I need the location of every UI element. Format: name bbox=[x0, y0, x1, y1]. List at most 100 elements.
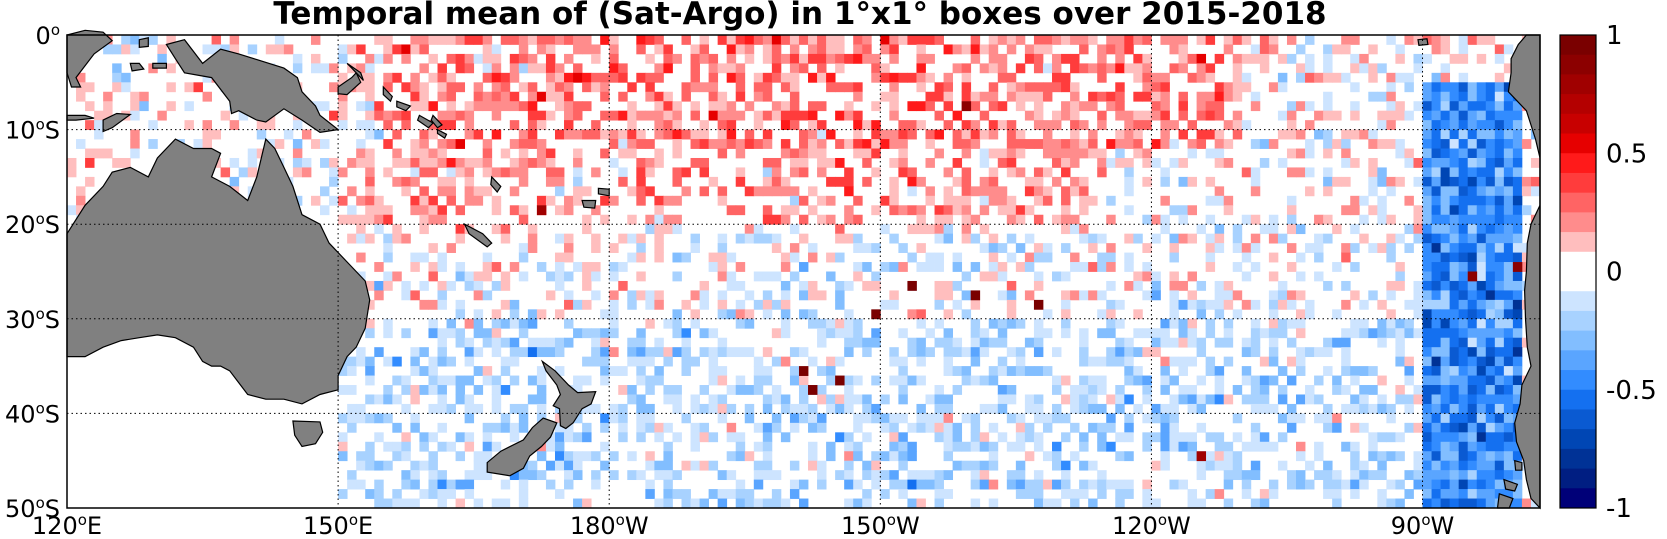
heatmap-cell bbox=[1160, 441, 1170, 452]
heatmap-cell bbox=[862, 337, 872, 348]
heatmap-cell bbox=[573, 385, 583, 395]
heatmap-cell bbox=[1079, 186, 1089, 197]
heatmap-cell bbox=[1368, 91, 1378, 102]
heatmap-cell bbox=[1386, 252, 1396, 263]
heatmap-cell bbox=[1323, 413, 1333, 424]
heatmap-cell bbox=[347, 479, 357, 490]
heatmap-cell bbox=[148, 35, 158, 45]
heatmap-cell bbox=[961, 176, 972, 187]
heatmap-cell bbox=[979, 148, 990, 159]
heatmap-cell bbox=[1440, 224, 1451, 235]
heatmap-cell bbox=[844, 451, 854, 462]
heatmap-cell bbox=[988, 271, 999, 282]
heatmap-cell bbox=[844, 214, 854, 225]
heatmap-cell bbox=[1368, 167, 1378, 178]
heatmap-cell bbox=[365, 441, 375, 452]
heatmap-cell bbox=[365, 280, 375, 291]
heatmap-cell bbox=[1178, 44, 1188, 55]
heatmap-cell bbox=[76, 205, 86, 216]
heatmap-cell bbox=[889, 233, 899, 244]
heatmap-cell bbox=[735, 347, 746, 358]
heatmap-cell bbox=[591, 347, 601, 358]
heatmap-cell bbox=[1268, 82, 1279, 93]
heatmap-cell bbox=[808, 186, 818, 197]
heatmap-cell bbox=[85, 101, 95, 112]
heatmap-cell bbox=[437, 328, 447, 339]
heatmap-cell bbox=[392, 224, 402, 235]
heatmap-cell bbox=[780, 205, 791, 216]
heatmap-cell bbox=[1503, 120, 1514, 130]
heatmap-cell bbox=[717, 403, 728, 414]
heatmap-cell bbox=[636, 72, 646, 83]
heatmap-cell bbox=[1151, 72, 1161, 83]
heatmap-cell bbox=[1115, 347, 1125, 358]
colorbar-segment bbox=[1560, 271, 1596, 292]
heatmap-cell bbox=[798, 157, 809, 168]
heatmap-cell bbox=[554, 280, 565, 291]
heatmap-cell bbox=[907, 176, 917, 187]
heatmap-cell bbox=[1088, 290, 1098, 301]
heatmap-cell bbox=[1458, 243, 1469, 253]
heatmap-cell bbox=[1314, 375, 1324, 386]
heatmap-cell bbox=[871, 413, 881, 424]
heatmap-cell bbox=[609, 53, 619, 64]
heatmap-cell bbox=[826, 195, 836, 206]
heatmap-cell bbox=[798, 385, 809, 395]
heatmap-cell bbox=[1232, 290, 1243, 301]
heatmap-cell bbox=[1115, 432, 1125, 443]
heatmap-cell bbox=[717, 337, 728, 348]
heatmap-cell bbox=[1449, 224, 1460, 235]
map-frame bbox=[66, 34, 1541, 509]
heatmap-cell bbox=[1033, 271, 1044, 282]
heatmap-cell bbox=[536, 309, 547, 320]
heatmap-cell bbox=[844, 498, 854, 509]
heatmap-cell bbox=[835, 356, 845, 367]
heatmap-cell bbox=[1323, 53, 1333, 64]
heatmap-cell bbox=[464, 441, 475, 452]
heatmap-cell bbox=[365, 129, 375, 140]
heatmap-cell bbox=[401, 44, 411, 55]
heatmap-cell bbox=[564, 271, 574, 282]
heatmap-cell bbox=[988, 366, 999, 376]
heatmap-cell bbox=[1277, 432, 1288, 443]
heatmap-cell bbox=[600, 309, 610, 320]
heatmap-cell bbox=[1006, 394, 1017, 405]
heatmap-cell bbox=[1494, 337, 1505, 348]
heatmap-cell bbox=[1386, 328, 1396, 339]
heatmap-cell bbox=[1422, 347, 1432, 358]
heatmap-cell bbox=[826, 176, 836, 187]
heatmap-cell bbox=[997, 366, 1008, 376]
heatmap-cell bbox=[130, 110, 140, 121]
heatmap-cell bbox=[1232, 309, 1243, 320]
heatmap-cell bbox=[636, 110, 646, 121]
heatmap-cell bbox=[356, 157, 366, 168]
heatmap-cell bbox=[1052, 347, 1062, 358]
heatmap-cell bbox=[744, 451, 755, 462]
heatmap-cell bbox=[1178, 432, 1188, 443]
heatmap-cell bbox=[365, 460, 375, 471]
heatmap-cell bbox=[1341, 328, 1351, 339]
heatmap-cell bbox=[545, 167, 556, 178]
heatmap-cell bbox=[1079, 403, 1089, 414]
heatmap-cell bbox=[1323, 110, 1333, 121]
heatmap-cell bbox=[735, 63, 746, 74]
heatmap-cell bbox=[347, 366, 357, 376]
heatmap-cell bbox=[1214, 82, 1225, 93]
heatmap-cell bbox=[419, 489, 429, 499]
heatmap-cell bbox=[943, 403, 954, 414]
heatmap-cell bbox=[970, 44, 981, 55]
heatmap-cell bbox=[1006, 157, 1017, 168]
heatmap-cell bbox=[1277, 318, 1288, 329]
heatmap-cell bbox=[1124, 233, 1134, 244]
anomaly-cell bbox=[1467, 271, 1478, 282]
heatmap-cell bbox=[1250, 176, 1261, 187]
heatmap-cell bbox=[835, 176, 845, 187]
heatmap-cell bbox=[1494, 441, 1505, 452]
heatmap-cell bbox=[518, 139, 529, 149]
heatmap-cell bbox=[1422, 385, 1432, 395]
heatmap-cell bbox=[600, 337, 610, 348]
heatmap-cell bbox=[1268, 271, 1279, 282]
heatmap-cell bbox=[1458, 148, 1469, 159]
heatmap-cell bbox=[979, 44, 990, 55]
heatmap-cell bbox=[771, 157, 782, 168]
